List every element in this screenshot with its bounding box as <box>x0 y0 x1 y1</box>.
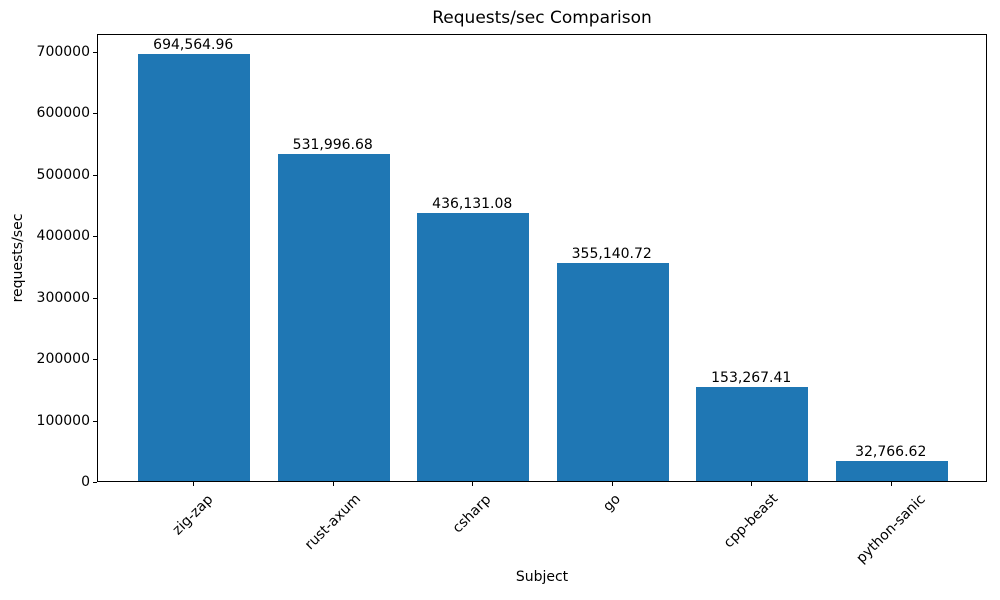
y-tick <box>93 420 97 422</box>
bar-zig-zap <box>138 54 251 481</box>
x-tick-label: csharp <box>449 491 495 536</box>
bar-cpp-beast <box>696 386 809 481</box>
chart-title: Requests/sec Comparison <box>432 8 652 28</box>
y-tick-label: 0 <box>81 474 90 490</box>
y-tick-label: 300000 <box>36 289 90 306</box>
y-axis-label: requests/sec <box>10 213 26 303</box>
bar-rust-axum <box>277 154 390 481</box>
bar-python-sanic <box>835 460 948 481</box>
bar-value-label: 531,996.68 <box>292 137 373 154</box>
y-tick <box>93 51 97 53</box>
x-tick <box>472 482 474 486</box>
bar-value-label: 355,140.72 <box>571 245 652 262</box>
y-tick-label: 400000 <box>36 228 90 245</box>
x-tick-label: rust-axum <box>301 491 364 554</box>
y-tick-label: 700000 <box>36 43 90 60</box>
plot-area <box>97 34 987 482</box>
y-tick <box>93 297 97 299</box>
bar-value-label: 32,766.62 <box>855 443 927 460</box>
bar-value-label: 436,131.08 <box>432 196 513 213</box>
y-tick-label: 500000 <box>36 166 90 183</box>
x-tick <box>611 482 613 486</box>
x-tick-label: cpp-beast <box>721 491 782 552</box>
x-tick <box>193 482 195 486</box>
x-tick-label: python-sanic <box>853 491 929 567</box>
bar-go <box>556 262 669 481</box>
bar-csharp <box>417 213 530 481</box>
bar-value-label: 694,564.96 <box>153 37 234 54</box>
y-tick <box>93 359 97 361</box>
bar-value-label: 153,267.41 <box>711 369 792 386</box>
x-tick <box>751 482 753 486</box>
y-tick <box>93 236 97 238</box>
y-tick-label: 600000 <box>36 105 90 122</box>
x-tick-label: go <box>599 491 624 515</box>
y-tick <box>93 113 97 115</box>
y-tick <box>93 482 97 483</box>
y-tick-label: 200000 <box>36 351 90 368</box>
x-tick <box>890 482 892 486</box>
x-tick <box>332 482 334 486</box>
y-tick <box>93 174 97 176</box>
x-axis-label: Subject <box>515 569 569 585</box>
y-tick-label: 100000 <box>36 412 90 429</box>
x-tick-label: zig-zap <box>169 491 217 538</box>
